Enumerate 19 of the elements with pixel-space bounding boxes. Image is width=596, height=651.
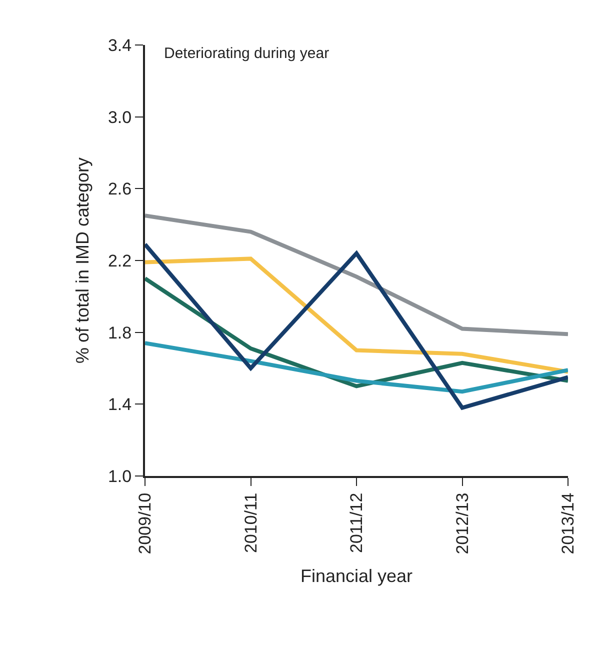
y-tick-label: 2.6 [108, 180, 132, 199]
x-tick-label: 2013/14 [558, 492, 578, 554]
y-tick-label: 2.2 [108, 251, 132, 270]
annotation: Deteriorating during year [164, 45, 330, 62]
line-series [145, 256, 568, 374]
x-axis-title: Financial year [300, 566, 413, 586]
line-series [145, 242, 568, 410]
line-series [145, 214, 568, 336]
y-axis-title: % of total in IMD category [72, 157, 93, 364]
line-series [145, 341, 568, 394]
x-tick-label: 2010/11 [241, 492, 260, 554]
y-tick-label: 1.4 [108, 395, 132, 414]
y-tick-label: 1.8 [108, 323, 132, 342]
y-tick-label: 3.4 [108, 36, 132, 55]
y-tick-label: 1.0 [108, 466, 132, 486]
x-tick-label: 2011/12 [347, 492, 366, 554]
x-tick-label: 2009/10 [136, 492, 155, 554]
y-tick-label: 3.0 [108, 108, 132, 127]
x-tick-label: 2012/13 [452, 492, 472, 554]
